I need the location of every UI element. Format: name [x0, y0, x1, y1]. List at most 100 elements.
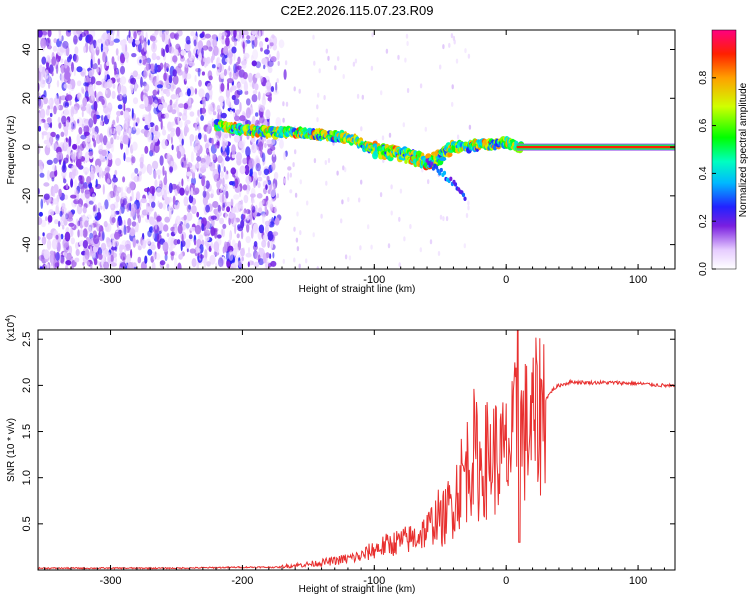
colorbar-gradient — [711, 29, 737, 270]
noise-speck — [70, 194, 77, 199]
noise-speck — [201, 176, 206, 187]
noise-speck — [202, 97, 206, 108]
noise-speck — [95, 80, 102, 86]
noise-speck — [419, 83, 423, 89]
noise-speck — [450, 33, 454, 39]
noise-speck — [145, 63, 150, 71]
noise-speck — [40, 37, 47, 49]
noise-speck — [177, 114, 180, 125]
noise-speck — [64, 101, 69, 108]
noise-speck — [112, 119, 116, 126]
noise-speck — [233, 52, 236, 61]
noise-speck — [54, 210, 61, 214]
noise-speck — [439, 64, 442, 70]
noise-speck — [100, 42, 104, 53]
noise-speck — [216, 69, 221, 77]
noise-speck — [135, 191, 141, 201]
noise-speck — [167, 133, 171, 141]
noise-speck — [57, 116, 61, 124]
noise-speck — [150, 35, 156, 42]
noise-speck — [63, 109, 70, 116]
noise-speck — [250, 136, 256, 143]
noise-speck — [150, 63, 154, 72]
noise-speck — [258, 91, 261, 101]
noise-speck — [197, 40, 204, 51]
noise-speck — [336, 170, 339, 176]
noise-speck — [261, 57, 268, 65]
noise-speck — [245, 175, 252, 185]
noise-speck — [131, 108, 134, 119]
noise-speck — [313, 158, 317, 164]
noise-speck — [225, 212, 228, 221]
branch-cell — [438, 171, 442, 176]
noise-speck — [179, 91, 184, 97]
noise-speck — [260, 47, 263, 52]
noise-speck — [181, 138, 184, 146]
noise-speck — [231, 94, 236, 101]
noise-speck — [41, 236, 47, 245]
noise-speck — [65, 137, 68, 142]
noise-speck — [92, 127, 95, 134]
noise-speck — [284, 60, 288, 66]
noise-speck — [46, 117, 52, 124]
noise-speck — [173, 239, 179, 246]
noise-speck — [91, 193, 96, 203]
noise-speck — [370, 244, 373, 250]
noise-speck — [173, 48, 179, 57]
noise-speck — [233, 135, 241, 143]
noise-speck — [215, 262, 218, 268]
noise-speck — [64, 126, 69, 137]
noise-speck — [111, 56, 115, 65]
noise-speck — [170, 136, 173, 145]
noise-speck — [305, 258, 308, 264]
noise-speck — [239, 165, 246, 175]
noise-speck — [170, 55, 173, 63]
noise-speck — [93, 113, 97, 125]
snr-yscale-close: ) — [6, 315, 17, 318]
noise-speck — [182, 70, 185, 82]
branch-cell — [442, 170, 447, 176]
noise-speck — [188, 61, 195, 67]
noise-speck — [147, 39, 150, 46]
noise-speck — [82, 239, 88, 249]
noise-speck — [102, 32, 109, 41]
noise-speck — [233, 194, 240, 200]
noise-speck — [213, 173, 220, 183]
noise-speck — [246, 215, 250, 221]
noise-speck — [463, 243, 466, 249]
noise-speck — [115, 48, 119, 56]
noise-speck — [84, 220, 89, 228]
noise-speck — [152, 138, 155, 146]
noise-speck — [104, 199, 109, 210]
noise-speck — [65, 119, 70, 128]
noise-speck — [206, 261, 211, 267]
noise-speck — [132, 237, 136, 248]
noise-speck — [110, 254, 114, 262]
noise-speck — [65, 264, 69, 269]
noise-speck — [158, 104, 163, 111]
noise-speck — [120, 252, 127, 261]
noise-speck — [348, 255, 352, 261]
noise-speck — [299, 179, 302, 185]
noise-speck — [249, 168, 253, 177]
noise-speck — [205, 155, 211, 165]
noise-speck — [226, 78, 234, 84]
noise-speck — [183, 196, 189, 207]
noise-speck — [115, 157, 121, 167]
noise-speck — [278, 39, 285, 49]
noise-speck — [159, 30, 163, 38]
noise-speck — [153, 98, 160, 104]
noise-speck — [246, 35, 251, 40]
noise-speck — [39, 266, 43, 269]
noise-speck — [82, 183, 88, 190]
noise-speck — [120, 65, 125, 75]
noise-speck — [282, 258, 285, 264]
noise-speck — [38, 164, 44, 174]
noise-speck — [194, 88, 198, 95]
noise-speck — [261, 95, 267, 107]
noise-speck — [296, 246, 300, 252]
noise-speck — [250, 193, 256, 198]
noise-speck — [370, 65, 374, 71]
noise-speck — [67, 56, 71, 63]
noise-speck — [107, 114, 111, 120]
